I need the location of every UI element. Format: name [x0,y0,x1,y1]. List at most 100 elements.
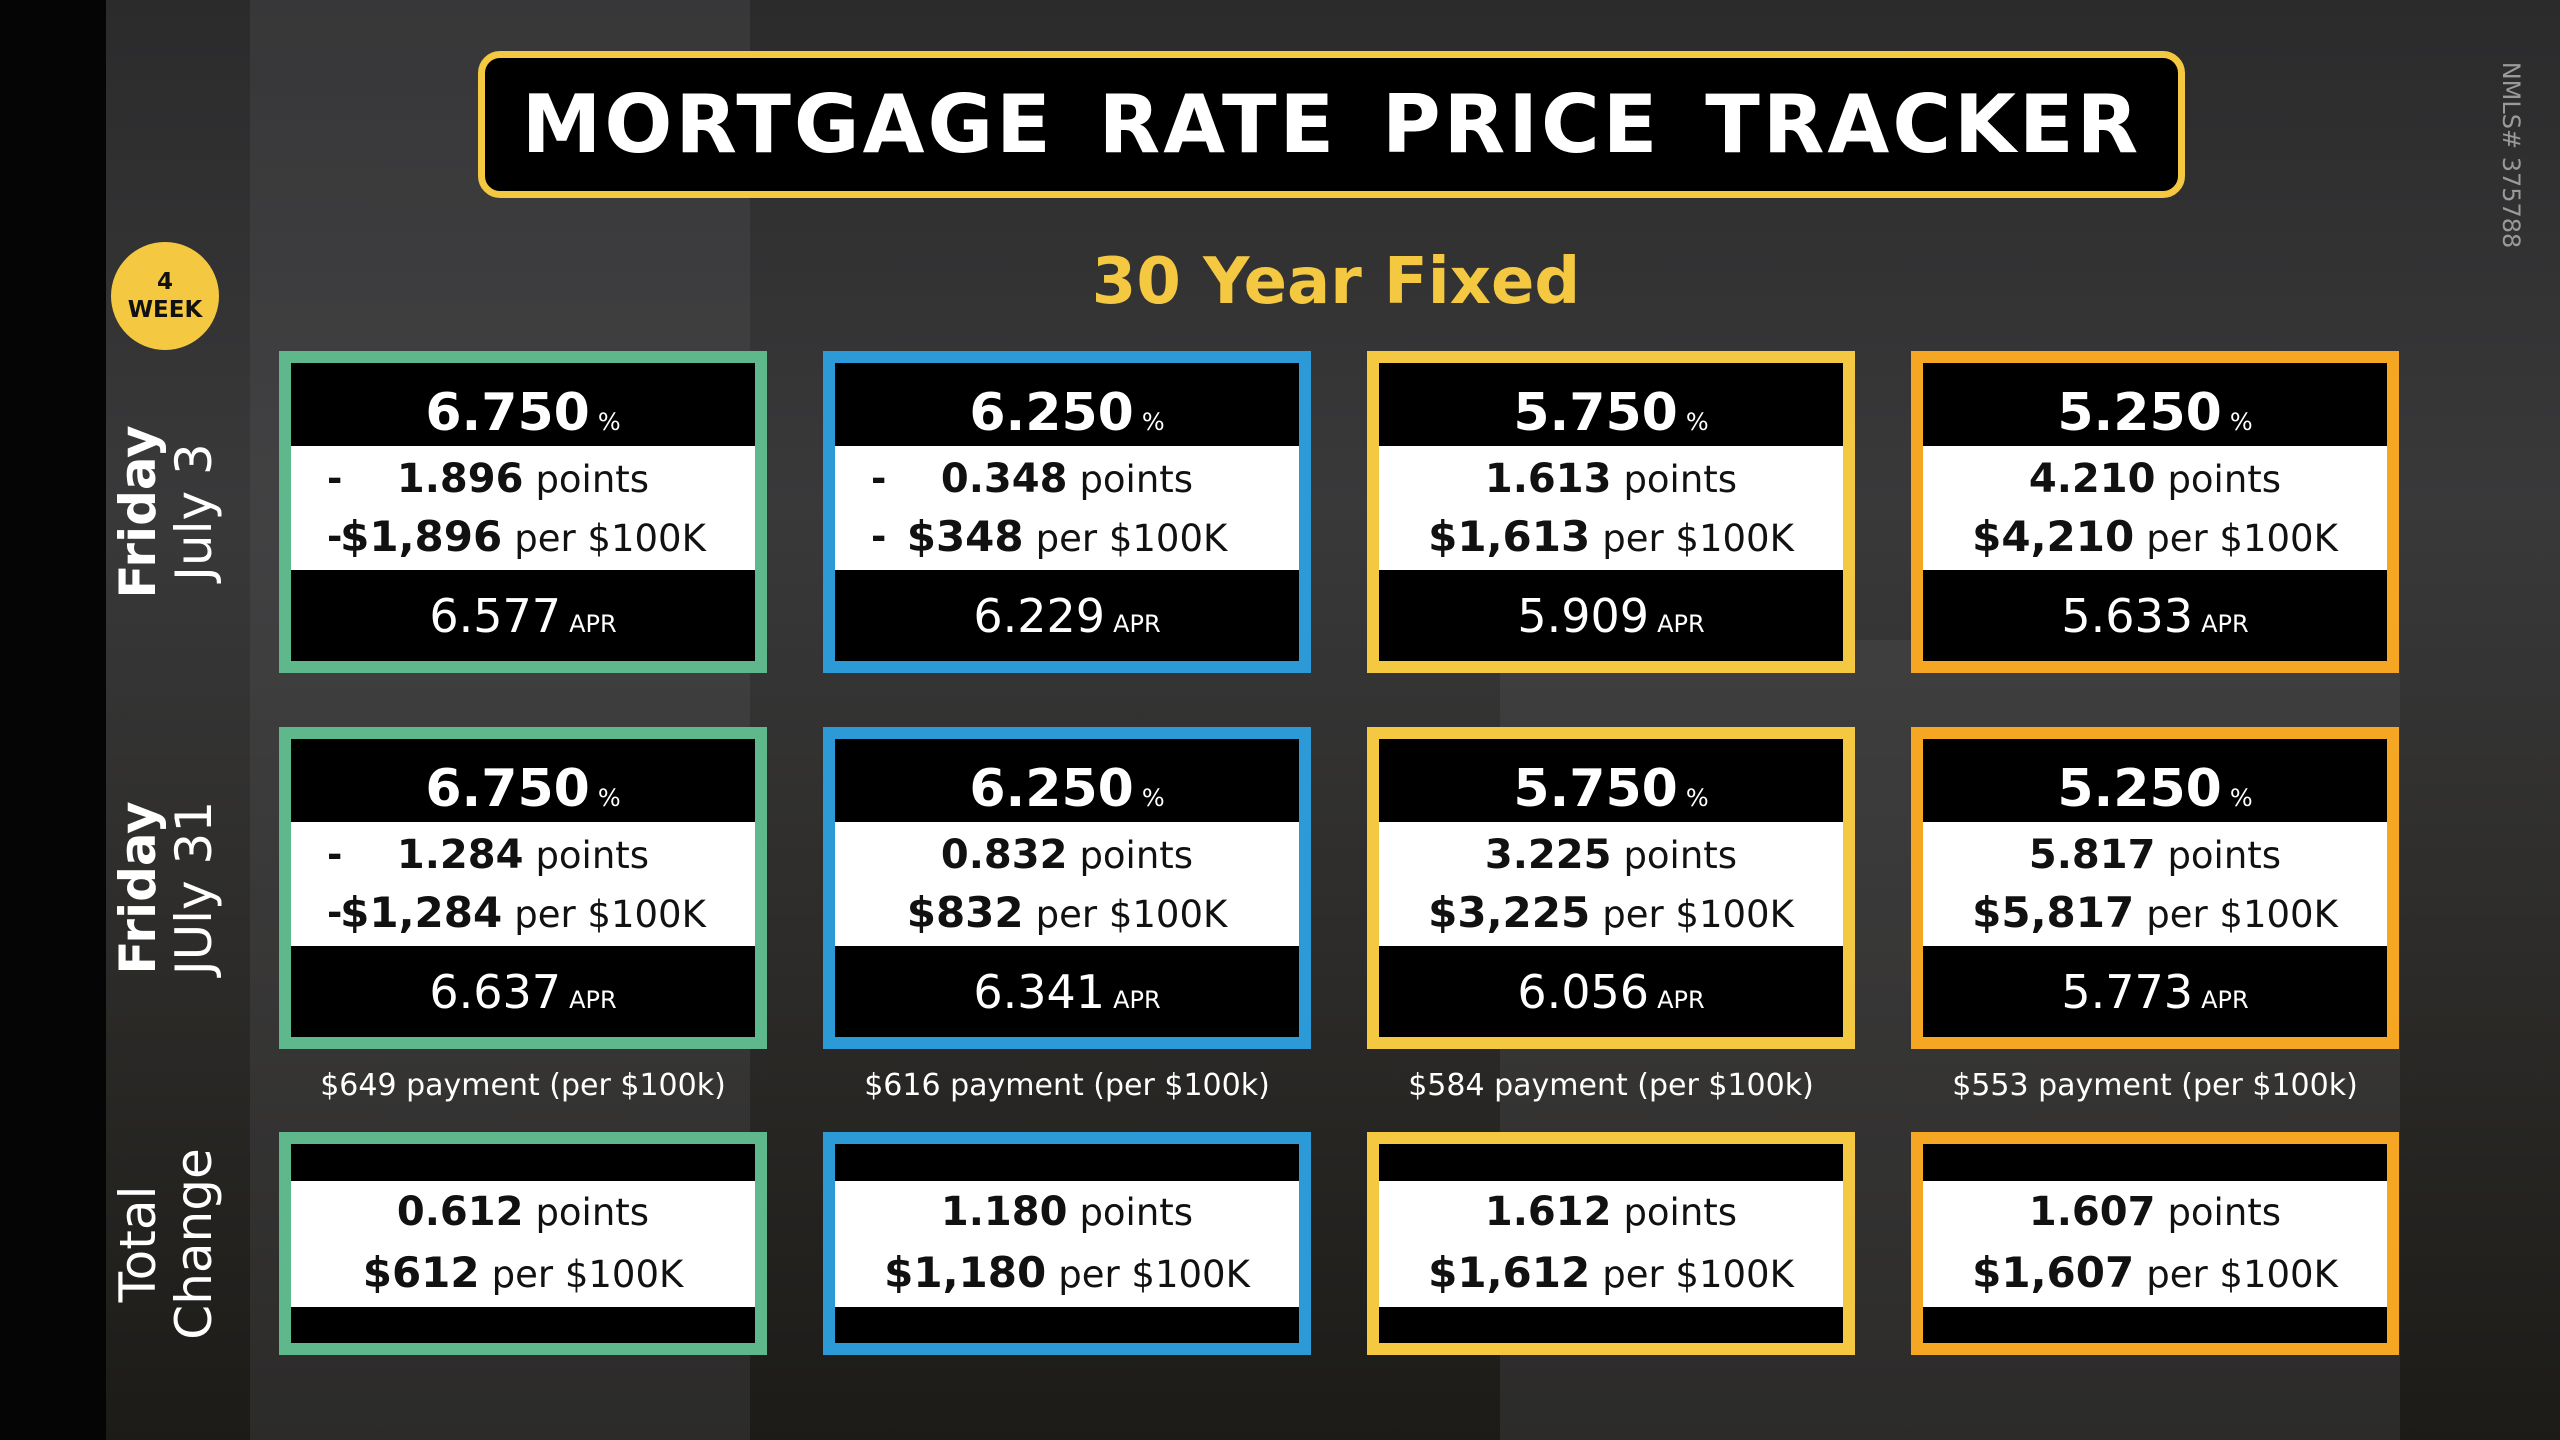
dollars-line: $1,612 per $100K [1379,1250,1843,1298]
dollars: $3,225 [1428,888,1591,937]
points-line: 1.180 points [835,1189,1299,1236]
dollars-unit: per $100K [2146,1253,2338,1296]
rate: 5.250 [2057,759,2222,819]
dollars-unit: per $100K [514,517,706,560]
points-line: 3.225 points [1379,832,1843,879]
apr-unit: APR [2201,986,2249,1014]
row-label: Friday July 3 [109,352,223,672]
rate-line: 6.250% [835,383,1299,452]
rate-unit: % [1685,408,1709,436]
points-unit: points [535,458,650,501]
apr-line: 5.773 APR [1923,964,2387,1028]
rate: 5.750 [1513,383,1678,443]
points: 1.180 [940,1189,1068,1235]
rate: 6.750 [425,383,590,443]
rate-unit: % [2229,784,2253,812]
white-band [835,446,1299,570]
row-label-line: Change [165,1147,223,1340]
payment: $584 payment (per $100k) [1408,1068,1814,1103]
payment: $616 payment (per $100k) [864,1068,1270,1103]
total-card: 1.180 points $1,180 per $100K [823,1132,1311,1355]
dollars-line: - $1,896 per $100K [291,514,755,562]
rate-card: 6.750% -1.896 points - $1,896 per $100K 6.577 A… [279,351,767,673]
rate: 6.250 [969,759,1134,819]
dollars-unit: per $100K [514,893,706,936]
rate-card: 5.750% 3.225 points $3,225 per $100K 6.056 APR [1367,727,1855,1049]
dollars-line: $4,210 per $100K [1923,514,2387,562]
row-label-line: JUly 31 [165,800,223,976]
row-label-line: July 3 [165,443,223,581]
white-band [835,1181,1299,1307]
apr-unit: APR [1657,610,1705,638]
rate-card: 6.250% - 0.348 points - $348 per $100K 6.229 APR [823,351,1311,673]
points-line: 0.612 points [291,1189,755,1236]
white-band [1923,1181,2387,1307]
points: 0.612 [396,1189,524,1235]
points-unit: points [1079,458,1194,501]
points-unit: points [1079,1191,1194,1234]
points-line: 1.612 points [1379,1189,1843,1236]
dollars-line: - $1,284 per $100K [291,890,755,938]
dollars-line: $1,613 per $100K [1379,514,1843,562]
apr-line: 5.909 APR [1379,588,1843,652]
dollars-line: $3,225 per $100K [1379,890,1843,938]
points-line: 0.832 points [835,832,1299,879]
dollars-line: - $348 per $100K [835,514,1299,562]
dollars-line: $1,607 per $100K [1923,1250,2387,1298]
dollars-unit: per $100K [1602,1253,1794,1296]
sign: - [327,891,343,934]
rate-unit: % [597,408,621,436]
apr-line: 6.056 APR [1379,964,1843,1028]
dollars: $348 [906,512,1024,561]
apr-unit: APR [569,610,617,638]
dollars-unit: per $100K [2146,893,2338,936]
white-band [291,1181,755,1307]
sign: - [871,515,887,558]
apr-unit: APR [1113,986,1161,1014]
points-unit: points [535,1191,650,1234]
payment: $649 payment (per $100k) [320,1068,726,1103]
sign: - [327,457,343,500]
white-band [291,822,755,946]
dollars: $1,612 [1428,1248,1591,1297]
dollars-unit: per $100K [1035,517,1228,560]
rate-unit: % [1685,784,1709,812]
points: 0.348 [940,456,1068,502]
row-label: Total Change [109,1084,223,1404]
sign: - [327,833,343,876]
apr: 6.637 [429,965,562,1019]
apr-unit: APR [1113,610,1161,638]
apr-unit: APR [569,986,617,1014]
subtitle: 30 Year Fixed [1091,245,1581,319]
points: 5.817 [2028,832,2156,878]
rate-line: 6.750% [291,383,755,452]
rate-unit: % [2229,408,2253,436]
dollars: $1,896 [340,512,503,561]
apr: 5.909 [1517,589,1650,643]
apr: 6.229 [973,589,1106,643]
points-line: - 1.896 points [291,456,755,503]
rate: 6.250 [969,383,1134,443]
apr: 6.341 [973,965,1106,1019]
white-band [1379,446,1843,570]
dollars: $4,210 [1972,512,2135,561]
white-band [291,446,755,570]
dollars: $832 [906,888,1024,937]
rate-line: 5.250% [1923,759,2387,828]
rate-unit: % [1141,784,1165,812]
dollars-unit: per $100K [1035,893,1228,936]
dollars-unit: per $100K [2146,517,2338,560]
payment: $553 payment (per $100k) [1952,1068,2358,1103]
sign: - [871,457,887,500]
dollars: $1,613 [1428,512,1591,561]
points: 1.896 [396,456,524,502]
nmls: NMLS# 375788 [2497,61,2525,249]
dollars: $1,284 [340,888,503,937]
rate-card: 5.750% 1.613 points $1,613 per $100K 5.909 APR [1367,351,1855,673]
rate-unit: % [1141,408,1165,436]
apr: 5.633 [2061,589,2194,643]
title-box: MORTGAGE RATE PRICE TRACKER [478,51,2185,198]
dollars-line: $5,817 per $100K [1923,890,2387,938]
dollars-unit: per $100K [1058,1253,1250,1296]
